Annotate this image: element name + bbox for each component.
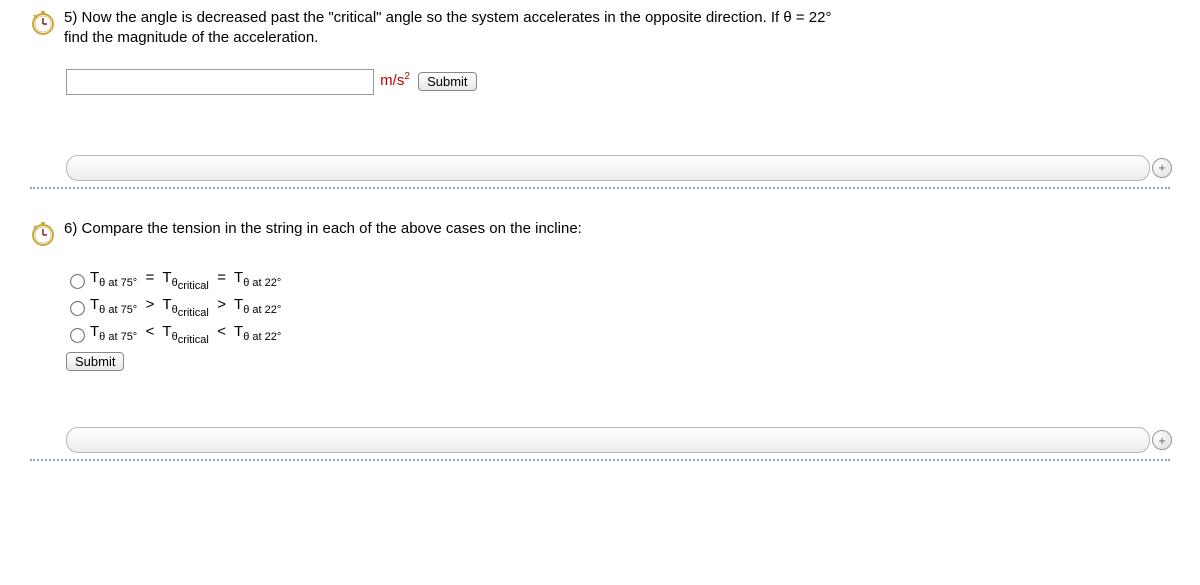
question-6-prompt: 6) Compare the tension in the string in … xyxy=(64,219,582,239)
divider xyxy=(30,187,1170,189)
c3-c: θ at 22° xyxy=(243,331,281,343)
unit-exp: 2 xyxy=(404,71,410,82)
q5-number: 5) xyxy=(64,9,77,26)
c2-op1: > xyxy=(146,296,155,313)
q5-text-line2: find the magnitude of the acceleration. xyxy=(64,29,318,46)
expand-icon[interactable]: + xyxy=(1152,158,1172,178)
c1-c: θ at 22° xyxy=(243,277,281,289)
c3-bsub: critical xyxy=(178,334,209,346)
expand-icon[interactable]: + xyxy=(1152,430,1172,450)
divider xyxy=(30,459,1170,461)
q5-text-line1: Now the angle is decreased past the "cri… xyxy=(82,9,832,26)
q6-text: Compare the tension in the string in eac… xyxy=(82,220,582,237)
q6-choices: Tθ at 75° = Tθcritical = Tθ at 22° Tθ at… xyxy=(66,269,1170,372)
choice-2[interactable]: Tθ at 75° > Tθcritical > Tθ at 22° xyxy=(66,296,1170,319)
c1-op2: = xyxy=(217,269,226,286)
submit-button-q6[interactable]: Submit xyxy=(66,352,124,371)
choice-1-label: Tθ at 75° = Tθcritical = Tθ at 22° xyxy=(90,269,281,292)
radio-choice-2[interactable] xyxy=(70,301,85,316)
choice-3[interactable]: Tθ at 75° < Tθcritical < Tθ at 22° xyxy=(66,323,1170,346)
submit-button-q5[interactable]: Submit xyxy=(418,72,476,91)
c3-a: θ at 75° xyxy=(99,331,137,343)
c2-c: θ at 22° xyxy=(243,304,281,316)
question-6: 6) Compare the tension in the string in … xyxy=(30,219,1170,251)
choice-1[interactable]: Tθ at 75° = Tθcritical = Tθ at 22° xyxy=(66,269,1170,292)
unit-label: m/s2 xyxy=(380,72,410,89)
unit-base: m/s xyxy=(380,72,404,89)
question-5: 5) Now the angle is decreased past the "… xyxy=(30,8,1170,49)
c1-a: θ at 75° xyxy=(99,277,137,289)
c3-op1: < xyxy=(146,323,155,340)
c2-op2: > xyxy=(217,296,226,313)
q6-number: 6) xyxy=(64,220,77,237)
radio-choice-1[interactable] xyxy=(70,274,85,289)
c2-a: θ at 75° xyxy=(99,304,137,316)
c1-op1: = xyxy=(146,269,155,286)
clock-icon xyxy=(30,10,56,40)
question-5-prompt: 5) Now the angle is decreased past the "… xyxy=(64,8,832,49)
clock-icon xyxy=(30,221,56,251)
acceleration-input[interactable] xyxy=(66,69,374,95)
feedback-pill xyxy=(66,427,1150,453)
c2-bsub: critical xyxy=(178,307,209,319)
feedback-pill xyxy=(66,155,1150,181)
q5-answer-row: m/s2 Submit xyxy=(66,69,1170,95)
choice-3-label: Tθ at 75° < Tθcritical < Tθ at 22° xyxy=(90,323,281,346)
c3-op2: < xyxy=(217,323,226,340)
expand-bar-q5: + xyxy=(66,155,1170,181)
expand-bar-q6: + xyxy=(66,427,1170,453)
c1-bsub: critical xyxy=(178,280,209,292)
radio-choice-3[interactable] xyxy=(70,328,85,343)
choice-2-label: Tθ at 75° > Tθcritical > Tθ at 22° xyxy=(90,296,281,319)
